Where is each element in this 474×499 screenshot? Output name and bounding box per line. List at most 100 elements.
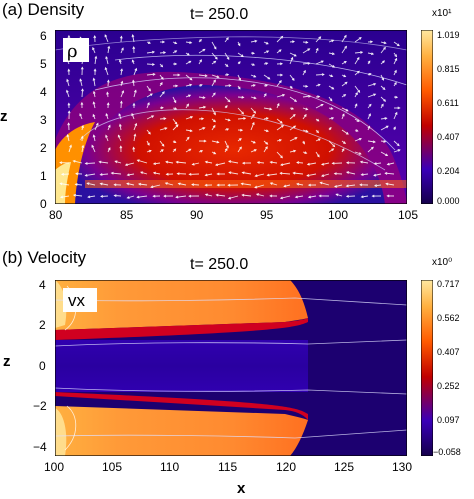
velocity-vector-head [294,99,298,102]
velocity-vector [81,89,84,98]
velocity-vector [315,60,324,65]
velocity-vector-head [216,172,220,176]
velocity-vector-head [80,101,84,105]
velocity-vector [237,117,246,120]
velocity-vector-head [161,143,165,147]
velocity-vector-head [160,76,164,80]
velocity-vector [280,195,291,199]
contour-line [55,36,407,51]
velocity-vector [385,172,395,175]
velocity-lower-flow [55,406,308,456]
velocity-vector [172,124,179,131]
velocity-vector [296,183,304,186]
velocity-vector [302,95,311,98]
velocity-vector-head [266,50,270,54]
velocity-vector-head [265,41,269,45]
velocity-vector-head [87,195,91,199]
velocity-vector [198,49,206,54]
velocity-vector [302,62,310,65]
velocity-vector [111,172,122,175]
velocity-vector-head [59,182,63,186]
velocity-vector-head [165,172,169,176]
velocity-vector-head [216,140,220,144]
velocity-vector [387,162,395,165]
velocity-vector-head [81,124,85,129]
velocity-vector [85,162,96,165]
velocity-vector [328,63,335,68]
velocity-vector-head [216,75,220,79]
velocity-vector-head [356,119,360,122]
velocity-vector-head [330,74,334,78]
velocity-vector [215,162,226,166]
velocity-vector [315,73,324,76]
velocity-vector-head [373,184,378,188]
velocity-vector-head [254,39,258,43]
velocity-vector-head [131,59,135,63]
velocity-vector-head [307,48,311,52]
velocity-vector [229,171,239,175]
velocity-vector-head [107,45,111,49]
velocity-vector [346,184,356,187]
velocity-vector-head [227,183,231,187]
velocity-vector-head [65,89,69,93]
velocity-vector-head [394,57,398,61]
b-ytick: −4 [33,440,47,454]
velocity-vector-head [279,120,283,124]
velocity-vector-head [357,89,361,93]
velocity-vector-head [254,185,258,189]
velocity-vector [373,173,382,176]
velocity-vector [374,162,382,165]
velocity-vector-head [283,184,287,188]
velocity-vector-head [225,64,229,68]
velocity-vector [341,129,349,135]
velocity-vector-head [335,193,339,197]
velocity-vector-head [293,149,297,153]
b-xtick: 100 [44,460,65,474]
velocity-vector [68,145,72,153]
velocity-vector-head [67,122,71,126]
velocity-vector [60,195,70,198]
velocity-vector [250,122,255,131]
velocity-vector [120,69,123,76]
velocity-vector-head [290,107,295,110]
velocity-vector-head [265,117,269,120]
velocity-vector [224,140,229,148]
velocity-vector-head [370,146,374,150]
velocity-vector [107,46,110,54]
velocity-vector [289,57,294,65]
velocity-vector-head [191,183,195,187]
velocity-vector-head [72,159,76,163]
velocity-vector-head [174,121,178,125]
velocity-vector-head [331,116,335,120]
velocity-vector-head [293,53,297,57]
velocity-vector [81,145,84,153]
velocity-vector-head [345,161,350,165]
velocity-vector-head [341,113,345,117]
velocity-vector-head [279,171,283,175]
velocity-vector-head [386,162,390,166]
field-label-vx: vx [68,291,86,310]
panel-b-xlabel: x [237,480,246,497]
velocity-vector-head [318,36,322,40]
velocity-vector-head [241,161,246,165]
velocity-vector-head [306,162,310,166]
velocity-vector [192,162,200,166]
velocity-vector [293,172,304,175]
velocity-vector-head [316,118,320,122]
velocity-vector-head [253,149,257,152]
velocity-vector [361,173,369,176]
velocity-vector-head [136,159,140,163]
velocity-vector-head [293,125,297,129]
velocity-vector-head [81,144,85,148]
velocity-vector [127,173,135,176]
velocity-vector-head [331,39,335,43]
velocity-vector [354,138,362,142]
velocity-vector-head [278,138,283,142]
velocity-vector-head [92,101,96,105]
velocity-vector-head [240,182,244,186]
velocity-vector [242,194,252,197]
velocity-vector [224,52,230,60]
velocity-vector-head [98,160,102,164]
velocity-vector-head [94,55,98,59]
velocity-vector [185,84,192,87]
